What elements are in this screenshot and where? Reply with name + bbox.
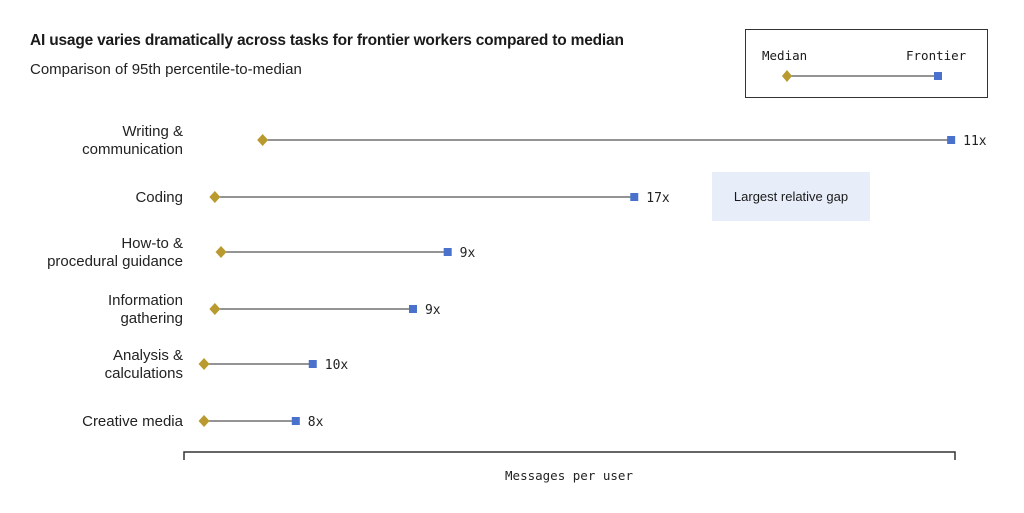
category-label: communication <box>82 141 183 158</box>
category-label: procedural guidance <box>47 253 183 270</box>
category-label: Writing & <box>122 123 183 140</box>
frontier-marker <box>443 248 452 256</box>
x-axis-label: Messages per user <box>505 468 633 483</box>
median-marker <box>198 415 210 427</box>
ratio-label: 8x <box>308 415 324 430</box>
frontier-marker <box>947 136 956 144</box>
ratio-label: 10x <box>325 358 349 373</box>
category-label: Coding <box>135 189 183 206</box>
category-label: How-to & <box>121 235 183 252</box>
legend: Median Frontier <box>745 29 988 98</box>
category-label: calculations <box>105 365 183 382</box>
ratio-label: 9x <box>425 303 441 318</box>
category-label: Creative media <box>82 413 184 430</box>
legend-frontier-square-icon <box>934 72 942 80</box>
ratio-label: 11x <box>963 134 987 149</box>
median-marker <box>215 246 227 258</box>
chart-title: AI usage varies dramatically across task… <box>30 32 624 49</box>
annotation-largest-gap: Largest relative gap <box>712 172 870 221</box>
ratio-label: 17x <box>646 191 670 206</box>
x-axis <box>183 451 956 460</box>
median-marker <box>209 191 221 203</box>
frontier-marker <box>308 360 317 368</box>
legend-median-label: Median <box>762 48 808 63</box>
legend-marks <box>782 70 942 82</box>
legend-frontier-label: Frontier <box>906 48 967 63</box>
frontier-marker <box>630 193 639 201</box>
legend-median-diamond-icon <box>782 70 792 82</box>
category-label: Analysis & <box>113 347 183 364</box>
median-marker <box>209 303 221 315</box>
median-marker <box>198 358 210 370</box>
frontier-marker <box>291 417 300 425</box>
chart-subtitle: Comparison of 95th percentile-to-median <box>30 61 302 78</box>
category-label: gathering <box>120 310 183 327</box>
frontier-marker <box>408 305 417 313</box>
category-label: Information <box>108 292 183 309</box>
median-marker <box>257 134 269 146</box>
ratio-label: 9x <box>460 246 476 261</box>
